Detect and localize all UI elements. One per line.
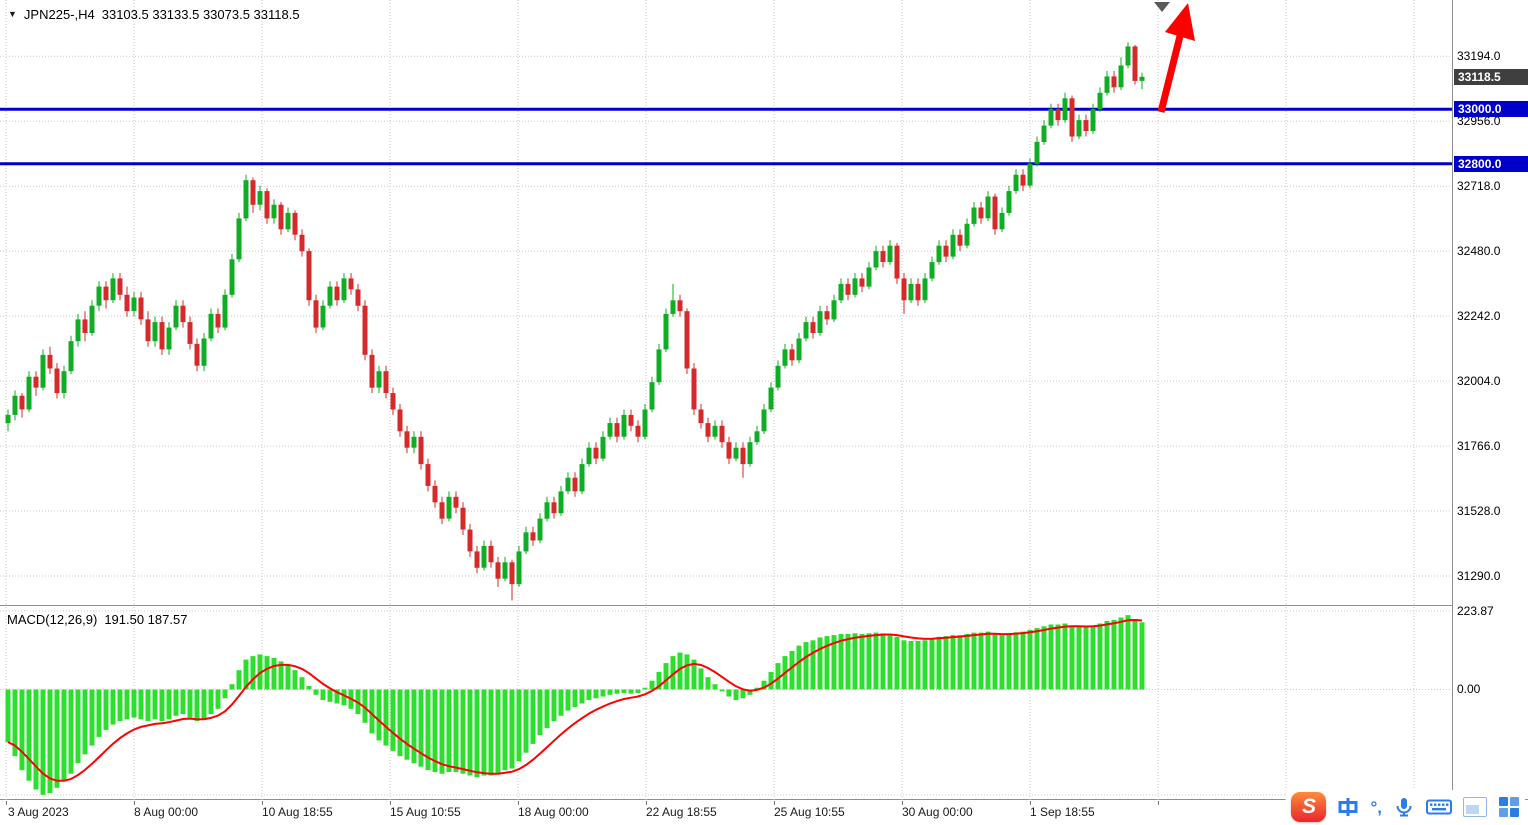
time-tick [518, 801, 519, 805]
time-label: 30 Aug 00:00 [902, 805, 973, 819]
level-price-label: 32800.0 [1454, 156, 1528, 172]
macd-axis-label: 0.00 [1457, 682, 1481, 696]
keyboard-icon[interactable] [1426, 797, 1452, 817]
price-label: 31290.0 [1457, 569, 1501, 583]
punctuation-mode-icon[interactable]: °, [1370, 797, 1382, 817]
time-tick [134, 801, 135, 805]
time-label: 10 Aug 18:55 [262, 805, 333, 819]
macd-indicator-panel[interactable]: MACD(12,26,9) 191.50 187.57 [0, 607, 1452, 800]
macd-axis-label: 223.87 [1457, 604, 1494, 618]
symbol-marker-icon: ▼ [8, 9, 17, 19]
symbol-timeframe-label: JPN225-,H4 [23, 7, 95, 22]
window-tool-icon[interactable] [1463, 797, 1487, 817]
time-tick [646, 801, 647, 805]
window-pane-shape [1466, 805, 1479, 814]
time-tick [262, 801, 263, 805]
price-label: 32956.0 [1457, 114, 1501, 128]
time-label: 15 Aug 10:55 [390, 805, 461, 819]
time-tick [390, 801, 391, 805]
time-label: 18 Aug 00:00 [518, 805, 589, 819]
chart-title: ▼ JPN225-,H4 33103.5 33133.5 33073.5 331… [8, 7, 300, 22]
price-label: 32004.0 [1457, 374, 1501, 388]
time-tick [774, 801, 775, 805]
time-tick [1030, 801, 1031, 805]
app-grid-icon[interactable] [1498, 796, 1520, 818]
macd-values-label: 191.50 187.57 [104, 612, 188, 627]
price-label: 31766.0 [1457, 439, 1501, 453]
time-tick [902, 801, 903, 805]
time-label: 3 Aug 2023 [8, 805, 69, 819]
taskbar-tray: S °, [1286, 790, 1525, 824]
sogou-logo-letter: S [1301, 795, 1316, 818]
macd-name-label: MACD(12,26,9) [7, 612, 98, 627]
sogou-input-logo-icon[interactable]: S [1291, 792, 1327, 822]
time-label: 22 Aug 18:55 [646, 805, 717, 819]
price-label: 32480.0 [1457, 244, 1501, 258]
macd-label: MACD(12,26,9) 191.50 187.57 [7, 612, 187, 627]
price-label: 33194.0 [1457, 49, 1501, 63]
time-label: 1 Sep 18:55 [1030, 805, 1095, 819]
time-label: 8 Aug 00:00 [134, 805, 199, 819]
current-price-label: 33118.5 [1454, 69, 1528, 85]
level-price-label: 33000.0 [1454, 101, 1528, 117]
price-label: 31528.0 [1457, 504, 1501, 518]
time-tick [6, 801, 7, 805]
price-label: 32718.0 [1457, 179, 1501, 193]
price-axis[interactable]: 33194.0 32956.0 32718.0 32480.0 32242.0 32004… [1452, 0, 1528, 802]
ohlc-values-label: 33103.5 33133.5 33073.5 33118.5 [101, 7, 300, 22]
chinese-mode-icon[interactable] [1337, 796, 1359, 818]
time-label: 25 Aug 10:55 [774, 805, 845, 819]
time-tick [1158, 801, 1159, 805]
price-label: 32242.0 [1457, 309, 1501, 323]
microphone-icon[interactable] [1393, 796, 1415, 818]
macd-histogram-chart[interactable] [0, 607, 1452, 800]
main-chart-panel[interactable]: ▼ JPN225-,H4 33103.5 33133.5 33073.5 331… [0, 0, 1452, 606]
time-axis[interactable]: 3 Aug 2023 8 Aug 00:00 10 Aug 18:55 15 Aug … [0, 801, 1528, 825]
candlestick-chart[interactable] [0, 0, 1452, 606]
